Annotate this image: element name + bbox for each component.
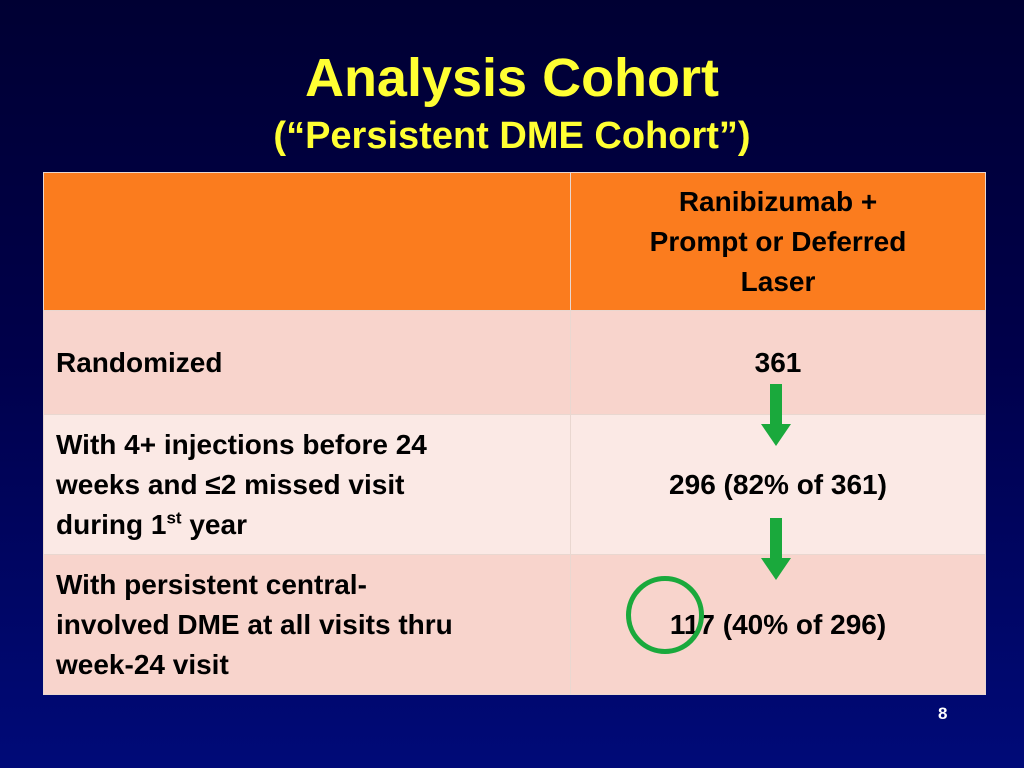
header-value-line: Laser [740,265,816,297]
highlight-circle [626,576,704,654]
row-label-text: during 1 [56,508,167,540]
slide-title: Analysis Cohort [304,48,720,108]
slide-subtitle: (“Persistent DME Cohort”) [273,115,751,157]
row-label-text: year [181,508,247,540]
page-number: 8 [938,704,948,723]
row-label-line: week-24 visit [56,648,229,680]
table-row: With persistent central- involved DME at… [43,554,986,695]
cohort-table: Ranibizumab + Prompt or Deferred Laser R… [43,172,986,695]
down-arrow-icon [761,518,791,580]
header-label-cell [43,172,571,311]
row-label-persistent: With persistent central- involved DME at… [43,554,571,695]
table-row: Randomized 361 [43,310,986,415]
header-value-cell: Ranibizumab + Prompt or Deferred Laser [570,172,986,311]
row-label-line: Randomized [56,346,223,378]
row-label-line: With persistent central- [56,568,367,600]
header-value-line: Ranibizumab + [678,185,878,217]
row-label-superscript: st [166,508,182,528]
row-label-line: With 4+ injections before 24 [56,428,427,460]
header-value-line: Prompt or Deferred [649,225,907,257]
table-header-row: Ranibizumab + Prompt or Deferred Laser [43,172,986,311]
table-row: With 4+ injections before 24 weeks and ≤… [43,414,986,555]
row-label-line: during 1st year [56,505,558,545]
row-label-line: involved DME at all visits thru [56,608,453,640]
row-label-line: weeks and ≤2 missed visit [56,468,405,500]
row-label-randomized: Randomized [43,310,571,415]
row-label-injections: With 4+ injections before 24 weeks and ≤… [43,414,571,555]
down-arrow-icon [761,384,791,446]
